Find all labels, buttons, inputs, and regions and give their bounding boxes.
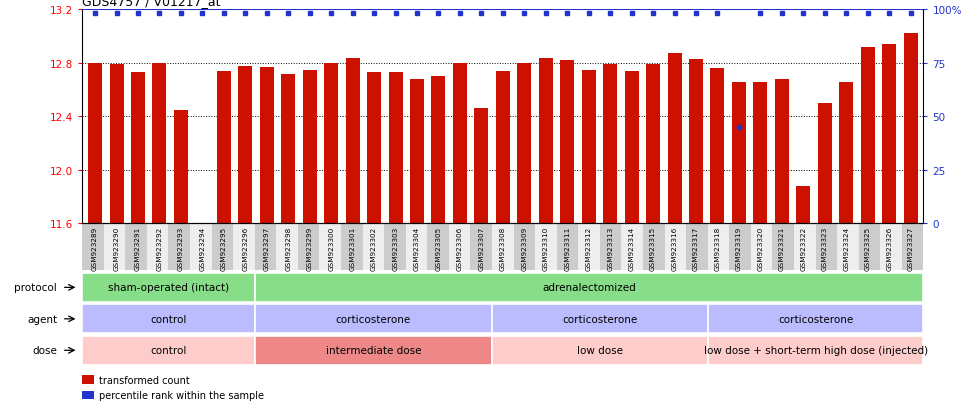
Bar (492, 304, 708, 334)
Bar (689, 60, 703, 224)
Text: low dose: low dose (577, 345, 623, 356)
Text: control: control (150, 314, 187, 324)
Text: adrenalectomized: adrenalectomized (542, 282, 636, 293)
Bar (174, 110, 188, 224)
Text: corticosterone: corticosterone (336, 314, 411, 324)
Bar (492, 336, 708, 365)
Bar (88, 64, 103, 224)
Bar (667, 55, 682, 224)
Bar (131, 73, 145, 224)
Text: dose: dose (32, 345, 57, 356)
Bar (732, 82, 746, 224)
Bar (603, 65, 617, 224)
Bar (646, 65, 660, 224)
Bar (389, 73, 402, 224)
Bar (517, 64, 531, 224)
Text: control: control (150, 345, 187, 356)
Bar (797, 187, 810, 224)
Text: percentile rank within the sample: percentile rank within the sample (99, 390, 264, 400)
Bar (903, 34, 918, 224)
Bar (775, 80, 789, 224)
Bar (82, 304, 254, 334)
Bar (625, 72, 638, 224)
Bar (839, 82, 853, 224)
Bar (324, 64, 338, 224)
Text: transformed count: transformed count (99, 375, 190, 385)
Bar (708, 336, 923, 365)
Bar (410, 80, 424, 224)
Bar (195, 224, 209, 261)
Bar (345, 58, 360, 224)
Text: sham-operated (intact): sham-operated (intact) (108, 282, 229, 293)
Bar (303, 70, 316, 224)
Bar (818, 104, 832, 224)
Bar (109, 65, 124, 224)
Bar (475, 109, 488, 224)
Bar (711, 69, 724, 224)
Bar (254, 304, 492, 334)
Text: intermediate dose: intermediate dose (326, 345, 422, 356)
Text: GDS4757 / V01217_at: GDS4757 / V01217_at (82, 0, 220, 8)
Bar (582, 70, 596, 224)
Text: protocol: protocol (15, 282, 57, 293)
Bar (260, 68, 274, 224)
Text: corticosterone: corticosterone (778, 314, 853, 324)
Bar (453, 64, 467, 224)
Bar (153, 64, 166, 224)
Bar (254, 336, 492, 365)
Bar (217, 72, 231, 224)
Bar (539, 58, 553, 224)
Bar (560, 61, 574, 224)
Bar (82, 336, 254, 365)
Text: corticosterone: corticosterone (562, 314, 637, 324)
Bar (254, 273, 923, 302)
Text: agent: agent (27, 314, 57, 324)
Bar (496, 72, 510, 224)
Bar (753, 82, 768, 224)
Bar (281, 74, 295, 224)
Bar (882, 45, 896, 224)
Bar (82, 273, 254, 302)
Bar (238, 66, 252, 224)
Bar (431, 77, 446, 224)
Bar (861, 47, 875, 224)
Bar (367, 73, 381, 224)
Bar (708, 304, 923, 334)
Text: low dose + short-term high dose (injected): low dose + short-term high dose (injecte… (704, 345, 927, 356)
